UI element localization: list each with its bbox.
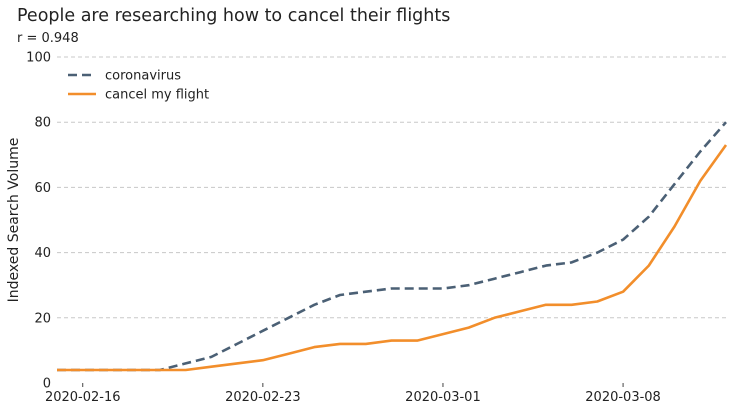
legend: coronavirus cancel my flight: [68, 69, 209, 103]
y-tick-label: 100: [26, 51, 51, 66]
y-tick-label: 40: [34, 246, 51, 261]
series-line-cancel-my-flight: [57, 145, 726, 370]
y-tick-label: 80: [34, 116, 51, 131]
x-tick-label: 2020-02-23: [225, 390, 301, 405]
legend-label: cancel my flight: [105, 88, 209, 103]
series-line-coronavirus: [57, 122, 726, 370]
legend-label: coronavirus: [105, 69, 181, 84]
x-tick-label: 2020-03-08: [585, 390, 661, 405]
x-ticks: 2020-02-16 2020-02-23 2020-03-01 2020-03-08: [45, 383, 661, 405]
x-tick-label: 2020-03-01: [405, 390, 481, 405]
y-tick-label: 60: [34, 181, 51, 196]
series-lines: [57, 122, 726, 370]
x-tick-label: 2020-02-16: [45, 390, 121, 405]
y-tick-label: 20: [34, 311, 51, 326]
y-axis-label: Indexed Search Volume: [6, 138, 22, 303]
chart-title: People are researching how to cancel the…: [17, 6, 450, 26]
chart-subtitle: r = 0.948: [17, 31, 79, 46]
